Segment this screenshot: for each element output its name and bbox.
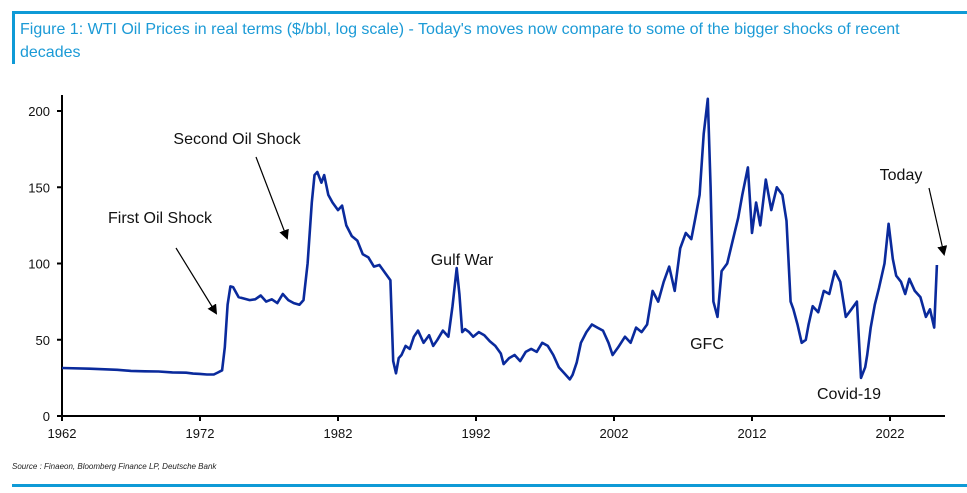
x-tick-label: 1962	[48, 426, 77, 441]
annotation-covid-19: Covid-19	[817, 386, 881, 403]
annotations-group: First Oil Shock Second Oil Shock Gulf War G…	[108, 131, 948, 403]
x-tick-label: 1982	[324, 426, 353, 441]
annotation-gfc: GFC	[690, 336, 724, 353]
footer-border	[12, 484, 967, 487]
annotation-arrow-first-oil-shock	[175, 247, 218, 315]
annotation-second-oil-shock: Second Oil Shock	[173, 131, 301, 148]
x-tick-label: 2012	[738, 426, 767, 441]
figure-title: Figure 1: WTI Oil Prices in real terms (…	[20, 21, 900, 61]
annotation-arrow-second-oil-shock	[255, 156, 289, 240]
x-tick-label: 1992	[462, 426, 491, 441]
series-group	[61, 97, 939, 381]
y-tick-label: 50	[36, 333, 50, 348]
x-tick-label: 2022	[876, 426, 905, 441]
x-tick-label: 2002	[600, 426, 629, 441]
header-left-border	[12, 11, 15, 64]
annotation-gulf-war: Gulf War	[431, 252, 494, 269]
axes: 0 50 100 150 200 1962 1972 1982 1992 2002 2012 2022	[28, 95, 945, 441]
header-top-border	[12, 11, 967, 14]
y-tick-label: 200	[28, 104, 50, 119]
y-tick-label: 150	[28, 180, 50, 195]
source-note: Source : Finaeon, Bloomberg Finance LP, …	[12, 462, 217, 471]
annotation-arrow-today	[928, 187, 948, 256]
y-tick-label: 100	[28, 257, 50, 272]
y-tick-label: 0	[43, 409, 50, 424]
annotation-today: Today	[880, 167, 923, 184]
annotation-first-oil-shock: First Oil Shock	[108, 210, 213, 227]
series-line-wti	[61, 97, 939, 381]
x-tick-label: 1972	[186, 426, 215, 441]
